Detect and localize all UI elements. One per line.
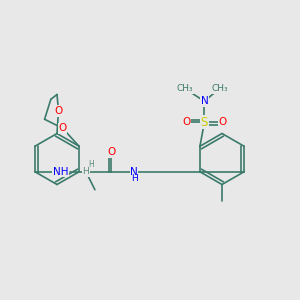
Text: S: S <box>201 116 208 129</box>
Text: O: O <box>218 117 226 127</box>
Text: O: O <box>54 106 63 116</box>
Text: H: H <box>131 174 138 183</box>
Text: O: O <box>182 117 190 127</box>
Text: CH₃: CH₃ <box>177 84 193 93</box>
Text: O: O <box>58 123 67 133</box>
Text: H: H <box>82 167 89 176</box>
Text: NH: NH <box>53 167 68 177</box>
Text: N: N <box>200 96 208 106</box>
Text: H: H <box>88 160 94 169</box>
Text: O: O <box>107 147 116 157</box>
Text: N: N <box>130 167 138 177</box>
Text: CH₃: CH₃ <box>211 84 228 93</box>
